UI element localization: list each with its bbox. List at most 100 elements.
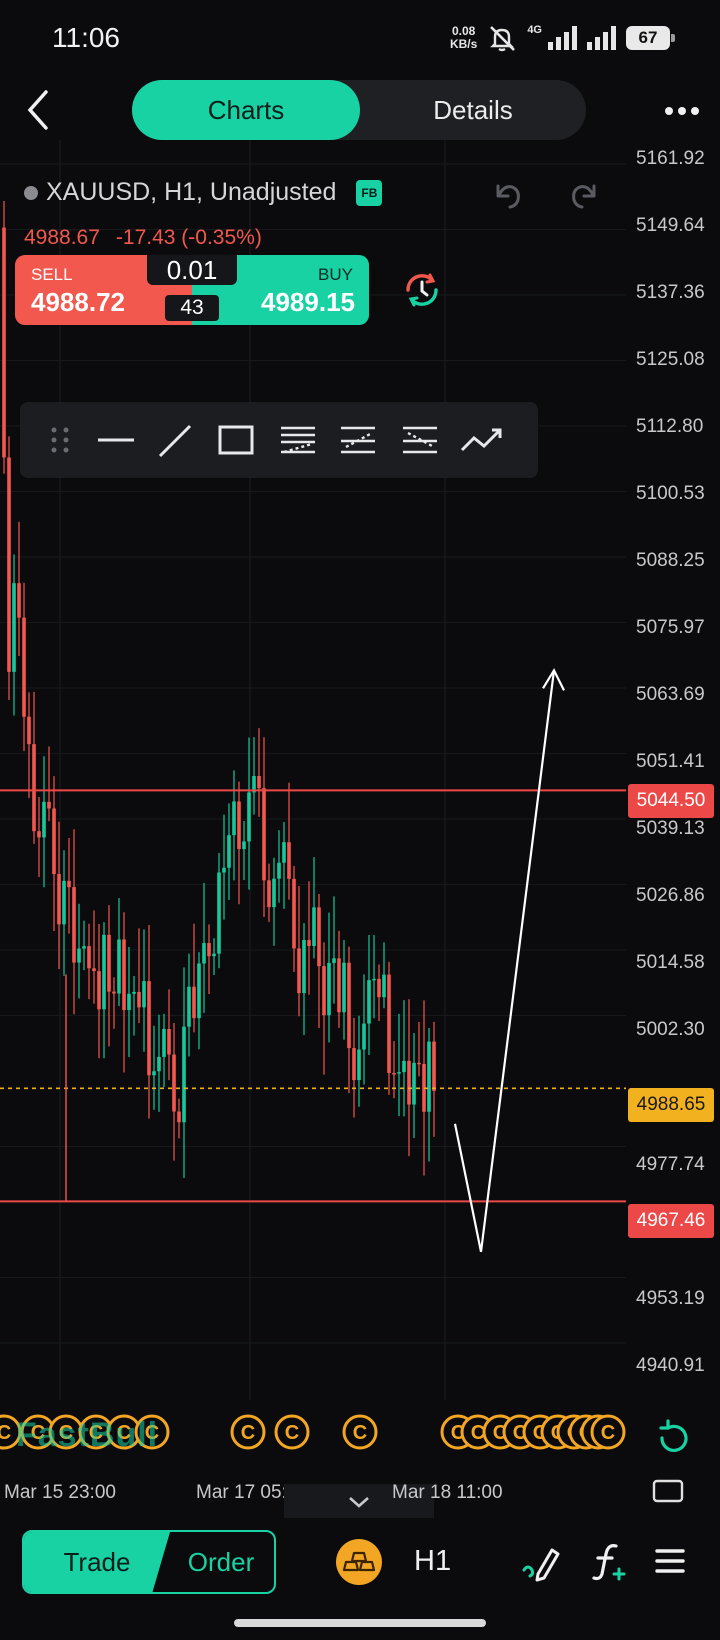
candle-body xyxy=(127,993,131,1011)
order-tab[interactable]: Order xyxy=(187,1547,255,1577)
indicator-icon[interactable] xyxy=(588,1540,628,1582)
candle-body xyxy=(77,948,81,963)
event-marker-icon xyxy=(134,1414,170,1450)
buy-label: BUY xyxy=(318,265,353,284)
event-marker-icon xyxy=(230,1414,266,1450)
network-speed: 0.08 KB/s xyxy=(449,24,478,51)
more-options-icon[interactable] xyxy=(660,96,704,126)
collapse-panel-button[interactable] xyxy=(284,1484,434,1518)
back-button[interactable] xyxy=(20,84,70,136)
candle-body xyxy=(252,776,256,793)
trade-tab[interactable]: Trade xyxy=(24,1532,170,1592)
candle-body xyxy=(187,986,191,1027)
annotation-arrow-head xyxy=(542,668,565,691)
fullscreen-icon[interactable] xyxy=(652,1478,684,1504)
y-tick-label: 5063.69 xyxy=(636,684,705,705)
symbol-info[interactable]: XAUUSD, H1, Unadjusted FB xyxy=(24,178,383,207)
y-tick-label: 5039.13 xyxy=(636,818,705,839)
candle-body xyxy=(312,907,316,947)
candle-body xyxy=(272,878,276,908)
y-tick-label: 4977.74 xyxy=(636,1154,705,1175)
reset-chart-icon[interactable] xyxy=(652,1418,694,1460)
candle-body xyxy=(72,887,76,963)
tab-details[interactable]: Details xyxy=(433,95,513,125)
event-marker-icon xyxy=(342,1414,378,1450)
candle-body xyxy=(47,801,51,809)
event-marker-label: C xyxy=(241,1422,255,1444)
candle-body xyxy=(362,1023,366,1050)
sell-label: SELL xyxy=(31,265,73,284)
candle-body xyxy=(262,788,266,881)
path-icon[interactable] xyxy=(456,414,508,466)
event-marker-icon xyxy=(0,1414,22,1450)
undo-icon[interactable] xyxy=(490,176,526,212)
candle-body xyxy=(347,962,351,1049)
resistance-price-tag[interactable]: 5044.50 xyxy=(628,784,714,818)
current-price-tag: 4988.65 xyxy=(628,1088,714,1122)
candle-body xyxy=(237,801,241,850)
candle-body xyxy=(352,1048,356,1081)
candle-body xyxy=(212,953,216,957)
lot-size-input[interactable]: 0.01 xyxy=(147,255,237,285)
candle-body xyxy=(207,943,211,957)
fib-retracement-icon[interactable] xyxy=(272,414,324,466)
last-price: 4988.67 xyxy=(24,226,100,249)
candle-body xyxy=(62,880,66,925)
candle-body xyxy=(32,744,36,832)
event-marker-label: C xyxy=(117,1422,131,1444)
candle-body xyxy=(427,1041,431,1112)
y-tick-label: 4940.91 xyxy=(636,1355,705,1376)
candle-body xyxy=(322,966,326,1016)
candle-body xyxy=(292,878,296,949)
y-tick-label: 5100.53 xyxy=(636,483,705,504)
candle-body xyxy=(222,867,226,873)
candle-body xyxy=(102,934,106,1010)
candle-body xyxy=(42,801,46,838)
menu-icon[interactable] xyxy=(654,1548,686,1574)
pitchfork-icon[interactable] xyxy=(394,414,446,466)
candle-body xyxy=(172,1054,176,1112)
candle-body xyxy=(332,958,336,963)
y-tick-label: 5149.64 xyxy=(636,215,705,236)
candle-body xyxy=(342,962,346,1013)
drawing-tool-icon[interactable] xyxy=(518,1542,562,1582)
candle-body xyxy=(17,583,21,618)
candle-body xyxy=(92,968,96,972)
trend-line-icon[interactable] xyxy=(150,414,202,466)
rectangle-icon[interactable] xyxy=(210,414,262,466)
parallel-channel-icon[interactable] xyxy=(332,414,384,466)
battery-icon: 67 xyxy=(626,26,675,50)
horizontal-line-icon[interactable] xyxy=(90,414,142,466)
redo-icon[interactable] xyxy=(566,176,602,212)
candle-body xyxy=(392,1073,396,1075)
support-price-tag[interactable]: 4967.46 xyxy=(628,1204,714,1238)
tab-charts[interactable]: Charts xyxy=(132,80,360,140)
spread-value: 43 xyxy=(165,295,219,321)
candle-body xyxy=(407,1060,411,1105)
candle-body xyxy=(302,940,306,994)
x-tick-label: Mar 15 23:00 xyxy=(4,1482,116,1503)
sync-clock-icon[interactable] xyxy=(400,268,444,312)
status-time: 11:06 xyxy=(52,22,120,53)
price-chart[interactable]: CCCCCCCCCCCCCCCCCCC xyxy=(0,140,720,1480)
candle-body xyxy=(337,958,341,1013)
drag-handle-icon[interactable] xyxy=(34,414,86,466)
back-arrow-icon xyxy=(27,90,48,130)
timeframe-selector[interactable]: H1 xyxy=(414,1545,452,1577)
y-tick-label: 5075.97 xyxy=(636,617,705,638)
candle-body xyxy=(192,986,196,1019)
candle-body xyxy=(202,943,206,964)
candle-body xyxy=(397,1072,401,1074)
candle-body xyxy=(167,1028,171,1055)
candle-body xyxy=(382,974,386,998)
candle-body xyxy=(287,842,291,879)
event-marker-label: C xyxy=(0,1422,11,1444)
gold-bars-icon[interactable] xyxy=(336,1539,382,1585)
network-type: 4G xyxy=(527,24,542,36)
candle-body xyxy=(182,1026,186,1123)
candle-body xyxy=(147,981,151,1076)
candle-body xyxy=(232,801,236,836)
y-tick-label: 5002.30 xyxy=(636,1019,705,1040)
candle-body xyxy=(327,962,331,1016)
event-marker-icon xyxy=(274,1414,310,1450)
